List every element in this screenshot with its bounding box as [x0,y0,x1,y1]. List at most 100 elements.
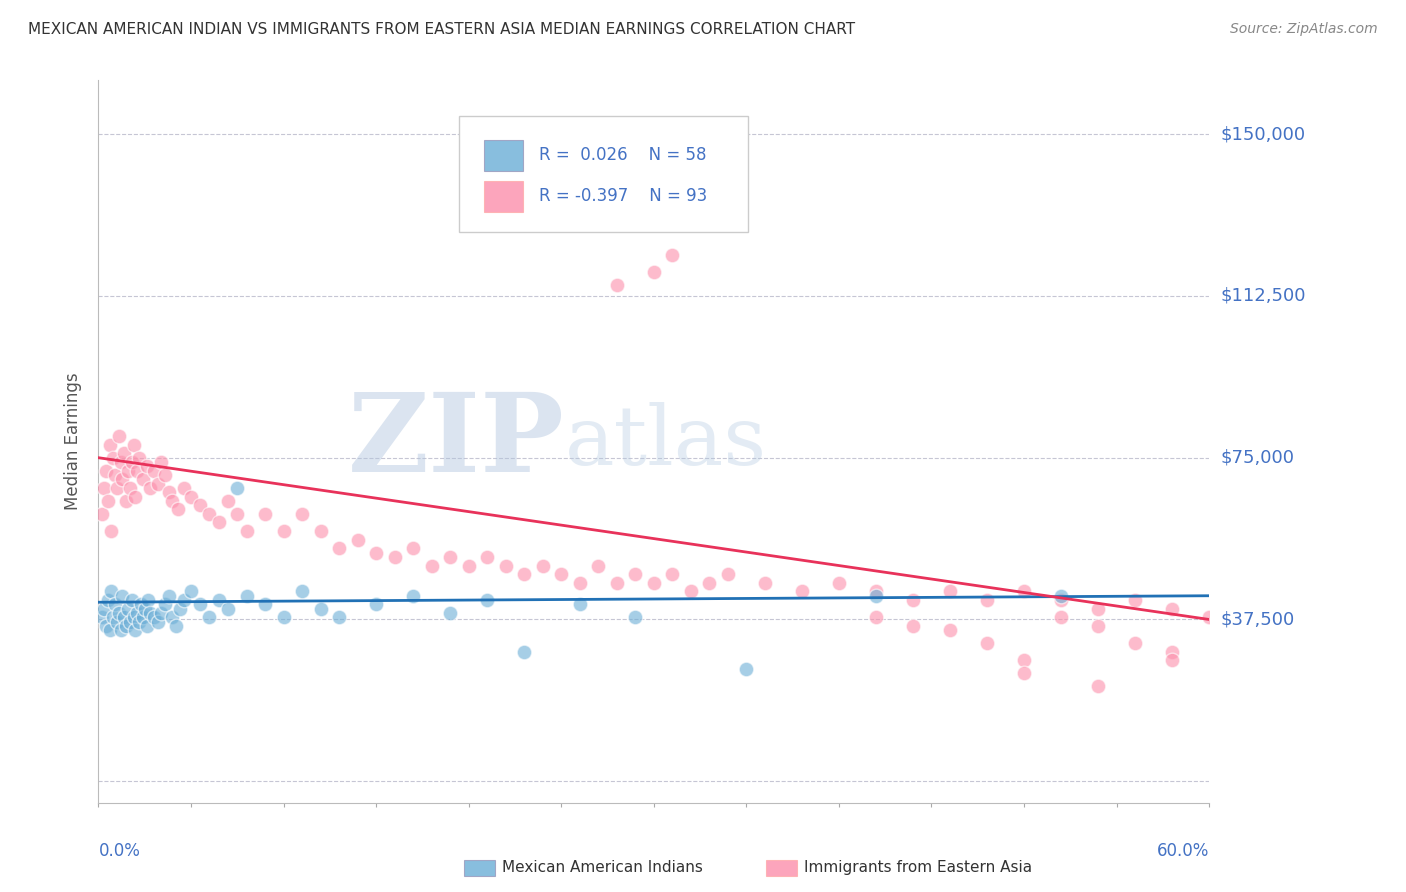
Point [1012,653,1035,667]
Point [235,524,257,538]
Point [165,619,187,633]
Point [226,481,249,495]
FancyBboxPatch shape [460,116,748,232]
Point [235,589,257,603]
Point [1087,679,1109,693]
FancyBboxPatch shape [484,181,523,211]
Point [1161,645,1184,659]
Point [568,598,591,612]
Point [606,278,628,293]
Text: 0.0%: 0.0% [98,842,141,860]
Point [153,467,176,482]
Point [112,610,135,624]
Point [146,615,169,629]
Point [110,624,132,638]
Point [91,610,114,624]
Point [112,446,135,460]
Point [588,558,610,573]
Point [901,593,924,607]
Point [180,584,202,599]
Point [121,593,143,607]
Point [976,636,998,650]
Point [1012,666,1035,681]
Point [1161,601,1184,615]
Point [291,584,314,599]
Point [139,481,162,495]
Point [139,606,162,620]
Point [188,498,211,512]
Point [104,467,127,482]
Point [162,610,184,624]
Point [402,541,425,556]
Point [717,567,740,582]
Point [103,610,125,624]
Point [754,575,776,590]
Point [105,615,128,629]
Point [661,248,683,262]
Point [153,598,176,612]
Point [624,610,647,624]
Point [1087,619,1109,633]
Text: 60.0%: 60.0% [1157,842,1209,860]
Text: $112,500: $112,500 [1220,287,1306,305]
Point [180,490,202,504]
Point [273,610,295,624]
Point [420,558,443,573]
Point [98,624,121,638]
Point [226,507,249,521]
Point [124,624,146,638]
Text: atlas: atlas [565,401,768,482]
Point [828,575,851,590]
Point [661,567,683,582]
Point [364,546,387,560]
Point [198,610,221,624]
Point [127,464,149,478]
Point [643,265,665,279]
Point [208,593,231,607]
Point [865,584,887,599]
Point [128,615,150,629]
Point [121,455,143,469]
Point [475,593,498,607]
Point [146,476,169,491]
Point [169,601,191,615]
Point [122,610,145,624]
Text: $150,000: $150,000 [1220,125,1305,144]
Point [309,524,332,538]
Point [439,549,461,564]
Point [107,606,129,620]
Point [1012,584,1035,599]
FancyBboxPatch shape [484,140,523,170]
Point [253,598,276,612]
Text: $75,000: $75,000 [1220,449,1295,467]
Point [110,455,132,469]
Point [309,601,332,615]
Point [94,464,117,478]
Point [173,481,195,495]
Point [117,601,139,615]
Point [173,593,195,607]
Point [217,493,239,508]
Point [117,464,139,478]
Point [127,606,149,620]
Point [364,598,387,612]
Point [513,567,536,582]
Point [97,493,120,508]
Point [122,438,145,452]
Text: R =  0.026    N = 58: R = 0.026 N = 58 [540,145,707,164]
Point [128,450,150,465]
Point [118,481,141,495]
Point [107,429,129,443]
Point [94,619,117,633]
Point [132,472,155,486]
Text: MEXICAN AMERICAN INDIAN VS IMMIGRANTS FROM EASTERN ASIA MEDIAN EARNINGS CORRELAT: MEXICAN AMERICAN INDIAN VS IMMIGRANTS FR… [28,22,855,37]
Point [98,438,121,452]
Point [624,567,647,582]
Point [135,459,157,474]
Point [273,524,295,538]
Point [132,610,155,624]
Point [495,558,517,573]
Point [475,549,498,564]
Point [162,493,184,508]
Text: R = -0.397    N = 93: R = -0.397 N = 93 [540,187,707,205]
